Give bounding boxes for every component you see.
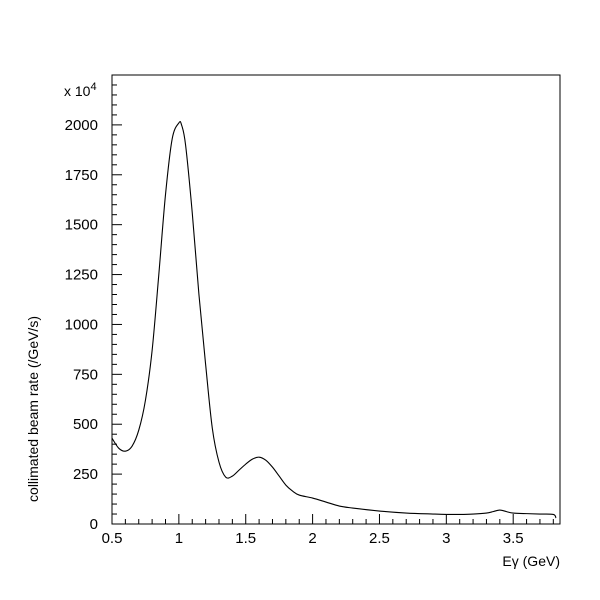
plot-frame [111, 74, 561, 525]
y-axis-title: collimated beam rate (/GeV/s) [25, 316, 41, 502]
x-tick-label: 3 [442, 530, 450, 547]
x-tick-label: 0.5 [102, 530, 123, 547]
y-tick-label: 1250 [65, 267, 98, 284]
x-tick-label: 1 [175, 530, 183, 547]
x-axis: 0.5 1 1.5 2 2.5 3 3.5 [102, 514, 554, 547]
y-tick-label: 1750 [65, 167, 98, 184]
y-tick-label: 1000 [65, 316, 98, 333]
y-tick-label: 2000 [65, 117, 98, 134]
series-layer [111, 120, 557, 519]
y-tick-label: 1500 [65, 217, 98, 234]
x-tick-label: 2.5 [369, 530, 390, 547]
y-axis: 0 250 500 750 1000 1250 1500 1750 2000 [65, 74, 122, 533]
y-multiplier-exponent: 4 [90, 81, 96, 93]
y-tick-label: 750 [73, 366, 98, 383]
x-tick-label: 1.5 [235, 530, 256, 547]
y-tick-label: 500 [73, 416, 98, 433]
series-line [111, 120, 557, 519]
y-multiplier-label: x 104 [64, 81, 97, 99]
y-tick-label: 250 [73, 466, 98, 483]
x-tick-label: 2 [308, 530, 316, 547]
y-tick-label: 0 [90, 516, 98, 533]
x-axis-title: Eγ (GeV) [502, 553, 560, 569]
x-tick-label: 3.5 [503, 530, 524, 547]
